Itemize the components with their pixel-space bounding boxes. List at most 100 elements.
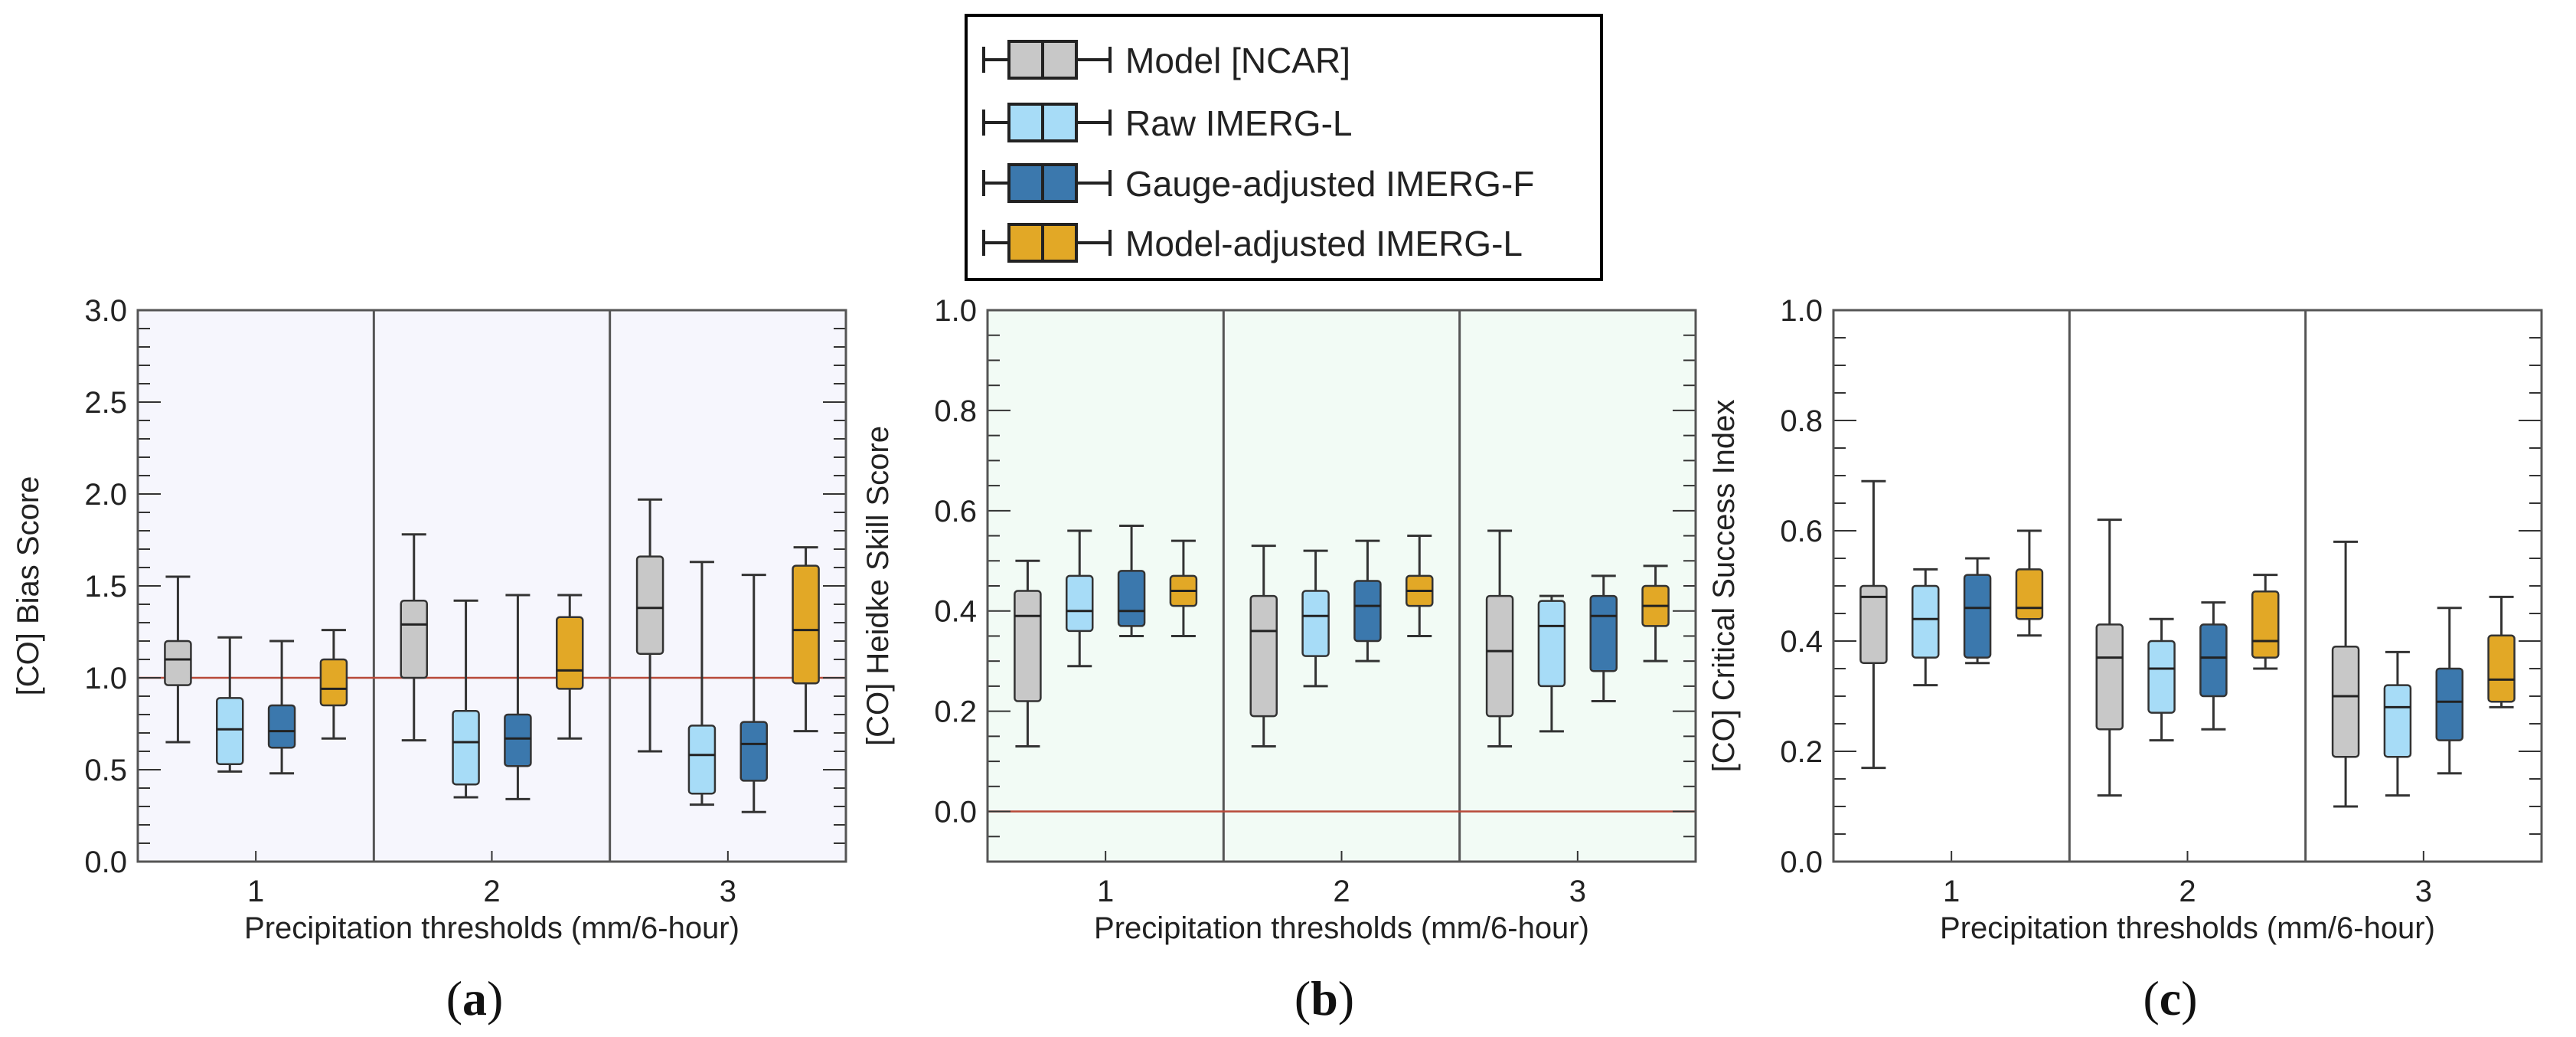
y-tick-label: 0.6 — [1780, 515, 1823, 548]
box-body — [687, 725, 717, 795]
box-c-2-2 — [2147, 617, 2176, 742]
panel-c-xlabel: Precipitation thresholds (mm/6-hour) — [1940, 911, 2435, 945]
box-b-4-1 — [1169, 539, 1198, 637]
box-body — [400, 599, 428, 679]
panel-b-background — [988, 310, 1696, 862]
box-body — [504, 713, 532, 767]
panel-c-ylabel: [CO] Critical Success Index — [1707, 400, 1741, 773]
legend-swatch-1 — [982, 40, 1112, 80]
legend-label-1: Model [NCAR] — [1125, 41, 1350, 80]
box-a-1-2 — [400, 533, 428, 742]
y-tick-label: 2.0 — [84, 478, 127, 512]
box-body — [2435, 667, 2463, 741]
legend-entry-3: Gauge-adjusted IMERG-F — [982, 163, 1534, 204]
box-b-2-1 — [1066, 529, 1094, 668]
box-b-1-1 — [1014, 559, 1042, 747]
panel-b-caption: (b) — [1295, 971, 1354, 1026]
box-body — [452, 709, 480, 786]
legend-entry-4: Model-adjusted IMERG-L — [982, 223, 1523, 263]
x-tick-label: 3 — [720, 875, 736, 908]
panel-a-xlabel: Precipitation thresholds (mm/6-hour) — [244, 911, 739, 945]
box-body — [216, 697, 244, 766]
box-body — [739, 721, 768, 782]
panel-a-caption: (a) — [446, 971, 504, 1026]
y-tick-label: 2.5 — [84, 386, 127, 420]
box-a-2-2 — [452, 599, 480, 799]
y-tick-label: 1.5 — [84, 570, 127, 604]
box-body — [1537, 600, 1566, 688]
box-body — [2331, 645, 2360, 758]
box-c-4-2 — [2251, 574, 2280, 670]
x-tick-label: 2 — [483, 875, 500, 908]
x-tick-label: 1 — [1097, 875, 1114, 908]
panel-a-ylabel: [CO] Bias Score — [11, 476, 45, 696]
box-body — [1301, 590, 1330, 657]
legend-label-2: Raw IMERG-L — [1125, 103, 1352, 143]
y-tick-label: 0.0 — [84, 846, 127, 879]
box-body — [2095, 623, 2124, 731]
y-tick-label: 0.6 — [934, 495, 977, 528]
box-body — [556, 616, 584, 690]
box-body — [1066, 574, 1094, 633]
legend-label-3: Gauge-adjusted IMERG-F — [1125, 164, 1534, 204]
box-body — [1485, 594, 1514, 718]
x-tick-label: 1 — [1943, 875, 1960, 908]
box-c-3-1 — [1963, 557, 1992, 665]
panel-a-frame — [136, 309, 847, 863]
x-tick-label: 2 — [2179, 875, 2196, 908]
box-b-1-3 — [1485, 529, 1514, 747]
y-tick-label: 0.4 — [934, 595, 977, 629]
box-a-3-3 — [739, 574, 768, 813]
y-tick-label: 3.0 — [84, 294, 127, 328]
box-a-4-3 — [792, 546, 820, 733]
box-a-1-3 — [635, 498, 664, 753]
panel-c-frame — [1832, 309, 2543, 863]
box-c-4-3 — [2487, 595, 2516, 708]
box-body — [2487, 634, 2516, 703]
box-body — [1014, 590, 1042, 702]
box-body — [792, 564, 820, 685]
panel-c: [CO] Critical Success Index Precipitatio… — [1707, 294, 2543, 1026]
panel-c-caption: (c) — [2143, 971, 2197, 1026]
x-tick-label: 3 — [1569, 875, 1586, 908]
box-c-1-2 — [2095, 518, 2124, 797]
box-body — [1589, 594, 1618, 672]
y-tick-label: 1.0 — [84, 662, 127, 695]
panel-a-background — [138, 310, 846, 862]
legend-swatch-2 — [982, 103, 1112, 142]
box-c-3-3 — [2435, 607, 2463, 775]
panel-b-xlabel: Precipitation thresholds (mm/6-hour) — [1094, 911, 1589, 945]
x-tick-label: 1 — [247, 875, 264, 908]
box-c-1-3 — [2331, 540, 2360, 808]
box-body — [2251, 590, 2280, 659]
box-a-2-1 — [216, 636, 244, 773]
legend-entry-2: Raw IMERG-L — [982, 103, 1352, 143]
box-b-3-2 — [1353, 539, 1382, 662]
box-body — [2147, 640, 2176, 714]
y-tick-label: 0.4 — [1780, 625, 1823, 659]
box-body — [2199, 623, 2228, 698]
box-b-2-3 — [1537, 594, 1566, 733]
box-a-3-2 — [504, 594, 532, 800]
box-body — [1249, 594, 1278, 718]
box-body — [1859, 584, 1888, 665]
box-c-3-2 — [2199, 601, 2228, 731]
box-body — [1963, 574, 1992, 659]
box-body — [164, 640, 192, 686]
box-body — [2015, 568, 2044, 620]
panel-b-frame — [986, 309, 1697, 863]
y-tick-label: 0.2 — [934, 695, 977, 729]
box-body — [319, 658, 348, 707]
x-tick-label: 2 — [1333, 875, 1350, 908]
box-b-3-3 — [1589, 574, 1618, 703]
legend-swatch-3 — [982, 163, 1112, 203]
box-b-4-3 — [1641, 564, 1670, 662]
y-tick-label: 0.2 — [1780, 735, 1823, 769]
y-tick-label: 1.0 — [1780, 294, 1823, 328]
box-c-4-1 — [2015, 529, 2044, 637]
box-a-3-1 — [267, 640, 296, 775]
panel-b-ylabel: [CO] Heidke Skill Score — [861, 426, 895, 746]
legend-swatch-4 — [982, 223, 1112, 263]
panel-b: [CO] Heidke Skill Score Precipitation th… — [861, 294, 1697, 1026]
